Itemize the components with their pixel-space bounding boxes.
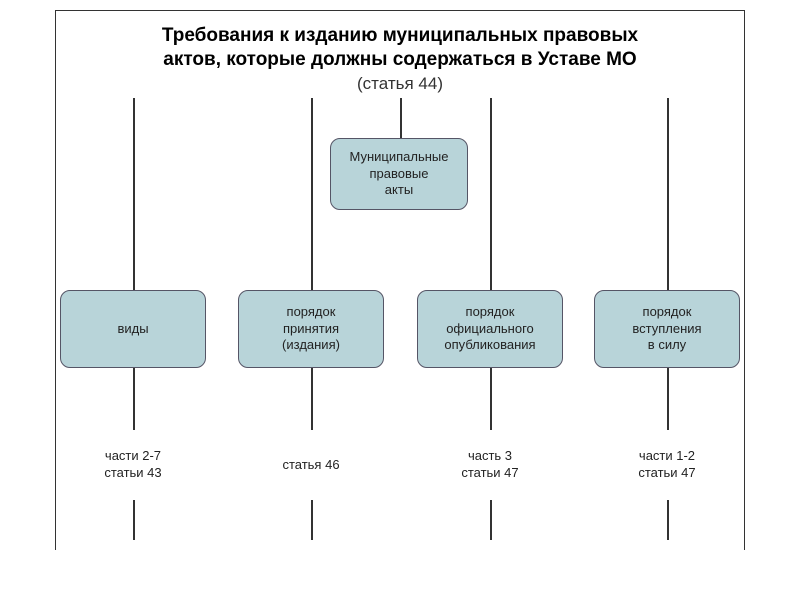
title-line2: актов, которые должны содержаться в Уста… <box>70 48 730 72</box>
article-box-3: части 1-2статьи 47 <box>594 430 740 500</box>
article-box-1-label: статья 46 <box>282 457 339 474</box>
category-box-1: порядокпринятия(издания) <box>238 290 384 368</box>
title-block: Требования к изданию муниципальных право… <box>60 20 740 98</box>
article-box-0: части 2-7статьи 43 <box>60 430 206 500</box>
category-box-0: виды <box>60 290 206 368</box>
article-box-2-label: часть 3статьи 47 <box>461 448 518 482</box>
article-box-3-label: части 1-2статьи 47 <box>638 448 695 482</box>
title-line1: Требования к изданию муниципальных право… <box>70 24 730 48</box>
title-subtitle: (статья 44) <box>70 74 730 94</box>
category-box-3-label: порядоквступленияв силу <box>632 304 701 355</box>
article-box-2: часть 3статьи 47 <box>417 430 563 500</box>
category-box-2: порядокофициальногоопубликования <box>417 290 563 368</box>
category-box-2-label: порядокофициальногоопубликования <box>444 304 535 355</box>
category-box-1-label: порядокпринятия(издания) <box>282 304 340 355</box>
article-box-0-label: части 2-7статьи 43 <box>104 448 161 482</box>
root-box: Муниципальныеправовыеакты <box>330 138 468 210</box>
category-box-0-label: виды <box>117 321 148 338</box>
root-box-label: Муниципальныеправовыеакты <box>349 149 448 200</box>
category-box-3: порядоквступленияв силу <box>594 290 740 368</box>
article-box-1: статья 46 <box>238 430 384 500</box>
